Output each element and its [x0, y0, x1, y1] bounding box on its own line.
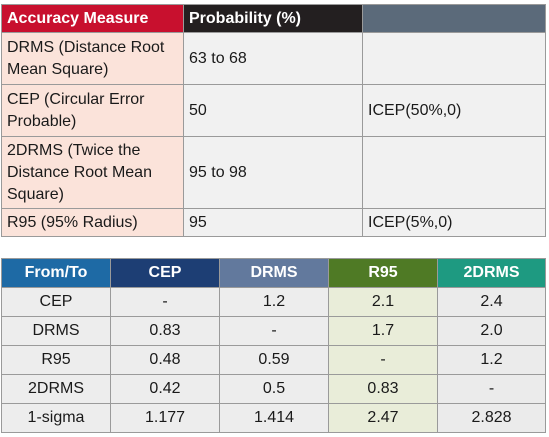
probability-cell: 63 to 68	[183, 32, 363, 85]
value-cell: 1.7	[328, 316, 438, 346]
conversion-row-r95: R95 0.48 0.59 - 1.2	[1, 345, 546, 375]
row-label: R95	[1, 345, 111, 375]
probability-header: Probability (%)	[183, 4, 363, 33]
extra-cell	[362, 136, 546, 209]
value-cell: 0.59	[219, 345, 329, 375]
accuracy-row-r95: R95 (95% Radius) 95 ICEP(5%,0)	[1, 208, 546, 237]
value-cell: 1.177	[110, 403, 220, 433]
value-cell: 1.2	[219, 287, 329, 317]
probability-cell: 50	[183, 84, 363, 137]
accuracy-header-row: Accuracy Measure Probability (%)	[1, 4, 546, 33]
cep-column-header: CEP	[110, 258, 220, 288]
value-cell: -	[110, 287, 220, 317]
extra-cell: ICEP(5%,0)	[362, 208, 546, 237]
value-cell: 2.0	[437, 316, 546, 346]
value-cell: 2.4	[437, 287, 546, 317]
measure-cell: CEP (Circular Error Probable)	[1, 84, 184, 137]
value-cell: 0.42	[110, 374, 220, 404]
extra-cell	[362, 32, 546, 85]
row-label: CEP	[1, 287, 111, 317]
measure-cell: R95 (95% Radius)	[1, 208, 184, 237]
probability-cell: 95 to 98	[183, 136, 363, 209]
value-cell: -	[328, 345, 438, 375]
extra-cell: ICEP(50%,0)	[362, 84, 546, 137]
conversion-row-2drms: 2DRMS 0.42 0.5 0.83 -	[1, 374, 546, 404]
conversion-table: From/To CEP DRMS R95 2DRMS CEP - 1.2 2.1…	[1, 258, 546, 433]
accuracy-row-cep: CEP (Circular Error Probable) 50 ICEP(50…	[1, 84, 546, 137]
measure-cell: DRMS (Distance Root Mean Square)	[1, 32, 184, 85]
value-cell: 1.2	[437, 345, 546, 375]
row-label: DRMS	[1, 316, 111, 346]
conversion-row-1-sigma: 1-sigma 1.177 1.414 2.47 2.828	[1, 403, 546, 433]
value-cell: 2.1	[328, 287, 438, 317]
value-cell: 0.5	[219, 374, 329, 404]
extra-header	[362, 4, 546, 33]
accuracy-measure-header: Accuracy Measure	[1, 4, 184, 33]
accuracy-row-2drms: 2DRMS (Twice the Distance Root Mean Squa…	[1, 136, 546, 209]
value-cell: 0.83	[328, 374, 438, 404]
conversion-row-drms: DRMS 0.83 - 1.7 2.0	[1, 316, 546, 346]
measure-cell: 2DRMS (Twice the Distance Root Mean Squa…	[1, 136, 184, 209]
row-label: 2DRMS	[1, 374, 111, 404]
from-to-header: From/To	[1, 258, 111, 288]
conversion-row-cep: CEP - 1.2 2.1 2.4	[1, 287, 546, 317]
value-cell: -	[219, 316, 329, 346]
value-cell: -	[437, 374, 546, 404]
row-label: 1-sigma	[1, 403, 111, 433]
conversion-header-row: From/To CEP DRMS R95 2DRMS	[1, 258, 546, 288]
accuracy-measure-table: Accuracy Measure Probability (%) DRMS (D…	[1, 4, 546, 237]
probability-cell: 95	[183, 208, 363, 237]
2drms-column-header: 2DRMS	[437, 258, 546, 288]
r95-column-header: R95	[328, 258, 438, 288]
value-cell: 2.828	[437, 403, 546, 433]
value-cell: 1.414	[219, 403, 329, 433]
accuracy-row-drms: DRMS (Distance Root Mean Square) 63 to 6…	[1, 32, 546, 85]
value-cell: 0.48	[110, 345, 220, 375]
value-cell: 0.83	[110, 316, 220, 346]
value-cell: 2.47	[328, 403, 438, 433]
drms-column-header: DRMS	[219, 258, 329, 288]
